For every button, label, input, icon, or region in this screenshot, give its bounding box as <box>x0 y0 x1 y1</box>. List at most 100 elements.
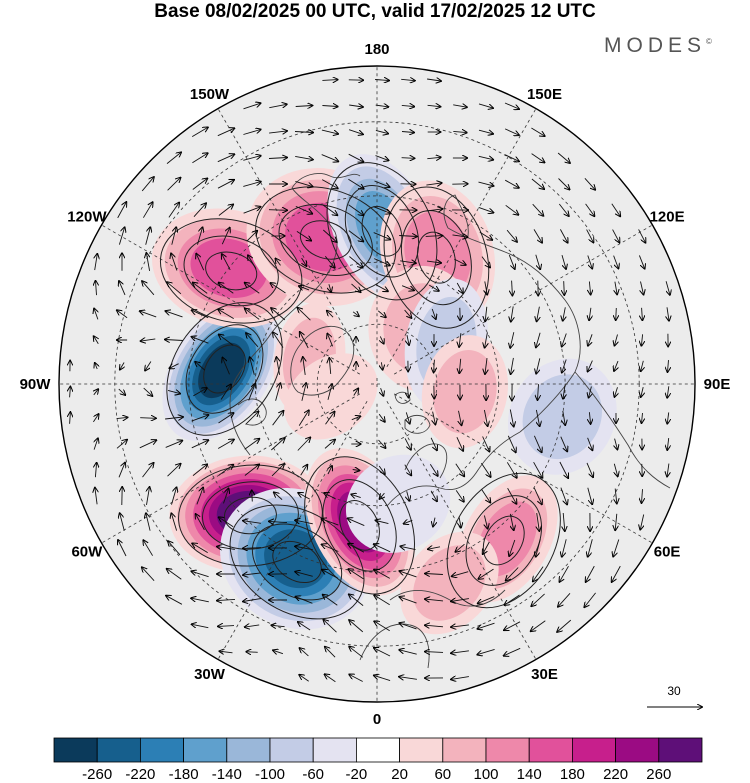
wind-vector <box>145 361 152 371</box>
wind-vector <box>219 335 234 346</box>
coast-africa <box>359 623 430 669</box>
wind-vector <box>374 544 391 553</box>
wind-vector <box>453 131 466 132</box>
wind-vector <box>243 156 260 161</box>
wind-vector <box>351 283 361 292</box>
wind-vector <box>611 203 620 216</box>
wind-vector <box>375 105 389 107</box>
wind-vector <box>195 362 206 371</box>
wind-vector <box>325 412 335 425</box>
longitude-label: 60E <box>654 544 681 561</box>
wind-vector <box>297 438 310 451</box>
wind-vector <box>587 487 592 504</box>
coast-alaska <box>291 173 361 189</box>
wind-vector <box>510 513 513 530</box>
wind-vector <box>349 256 362 268</box>
wind-vector <box>478 156 493 159</box>
wind-vector <box>378 439 386 448</box>
wind-vector <box>375 155 389 161</box>
wind-vector <box>533 461 543 478</box>
meridian-line <box>393 224 653 375</box>
wind-vector <box>192 624 209 627</box>
wind-vector <box>452 571 469 577</box>
wind-vector <box>667 386 669 397</box>
height-contour <box>278 204 373 276</box>
wind-vector <box>270 438 284 451</box>
wind-vector <box>615 281 617 295</box>
wind-vector <box>217 154 234 163</box>
wind-vector <box>252 491 253 502</box>
colorbar-swatch <box>183 737 228 763</box>
wind-vector <box>456 437 463 451</box>
height-contour <box>416 231 456 284</box>
wind-vector <box>219 517 234 528</box>
colorbar-swatch <box>96 737 141 763</box>
wind-vector <box>452 235 468 237</box>
wind-vector <box>641 360 644 371</box>
wind-vector <box>560 487 567 505</box>
wind-vector <box>613 539 620 557</box>
wind-vector <box>399 236 417 237</box>
wind-vector <box>374 595 390 606</box>
wind-vector <box>268 210 287 211</box>
wind-vector <box>167 464 181 477</box>
wind-vector <box>425 599 444 601</box>
wind-vector <box>193 283 208 294</box>
wind-vector <box>667 438 668 450</box>
wind-vector <box>612 229 620 243</box>
wind-vector <box>642 412 643 423</box>
height-contour <box>361 205 403 257</box>
wind-vector <box>269 104 286 107</box>
wind-vector <box>401 158 415 159</box>
wind-vector <box>171 227 176 245</box>
wind-vector <box>504 128 519 135</box>
height-contour <box>482 515 525 566</box>
wind-vector <box>324 440 335 449</box>
wind-vector <box>166 596 183 605</box>
wind-vector <box>166 311 183 318</box>
wind-vector <box>295 546 313 549</box>
wind-vector <box>373 206 391 214</box>
wind-vector <box>269 521 288 522</box>
wind-vector <box>322 80 337 81</box>
wind-vector <box>348 153 364 162</box>
colorbar-tick-label: -180 <box>169 766 199 783</box>
wind-vector <box>401 105 414 106</box>
wind-vector <box>478 181 494 186</box>
wind-vector <box>642 489 643 503</box>
wind-vector <box>374 621 390 632</box>
wind-vector <box>351 416 360 419</box>
wind-vector <box>348 518 365 527</box>
wind-vector <box>560 565 569 582</box>
height-contour <box>183 235 279 307</box>
wind-vector <box>327 311 334 318</box>
wind-vector <box>275 383 281 401</box>
wind-vector <box>168 203 179 218</box>
coast-europe <box>387 431 521 506</box>
wind-vector <box>167 282 182 295</box>
wind-vector <box>400 571 417 578</box>
wind-vector <box>243 521 261 524</box>
wind-vector <box>120 362 124 370</box>
wind-vector <box>273 333 284 348</box>
coast-hudson-bay <box>237 398 267 426</box>
colorbar-tick-label: 100 <box>473 766 498 783</box>
wind-vector <box>401 546 416 549</box>
wind-vector <box>512 280 513 296</box>
wind-vector <box>192 310 209 319</box>
wind-vector <box>94 438 98 450</box>
wind-vector <box>300 465 308 476</box>
height-contour <box>326 162 438 301</box>
wind-vector <box>404 309 412 318</box>
wind-vector <box>428 547 441 549</box>
wind-vector <box>451 677 469 680</box>
wind-vector <box>301 257 307 266</box>
wind-vector <box>295 180 312 186</box>
wind-vector <box>485 332 488 347</box>
wind-vector <box>478 596 495 604</box>
wind-vector <box>531 127 544 136</box>
wind-vector <box>584 177 595 189</box>
wind-vector <box>538 384 539 400</box>
colorbar-swatch <box>528 737 573 763</box>
